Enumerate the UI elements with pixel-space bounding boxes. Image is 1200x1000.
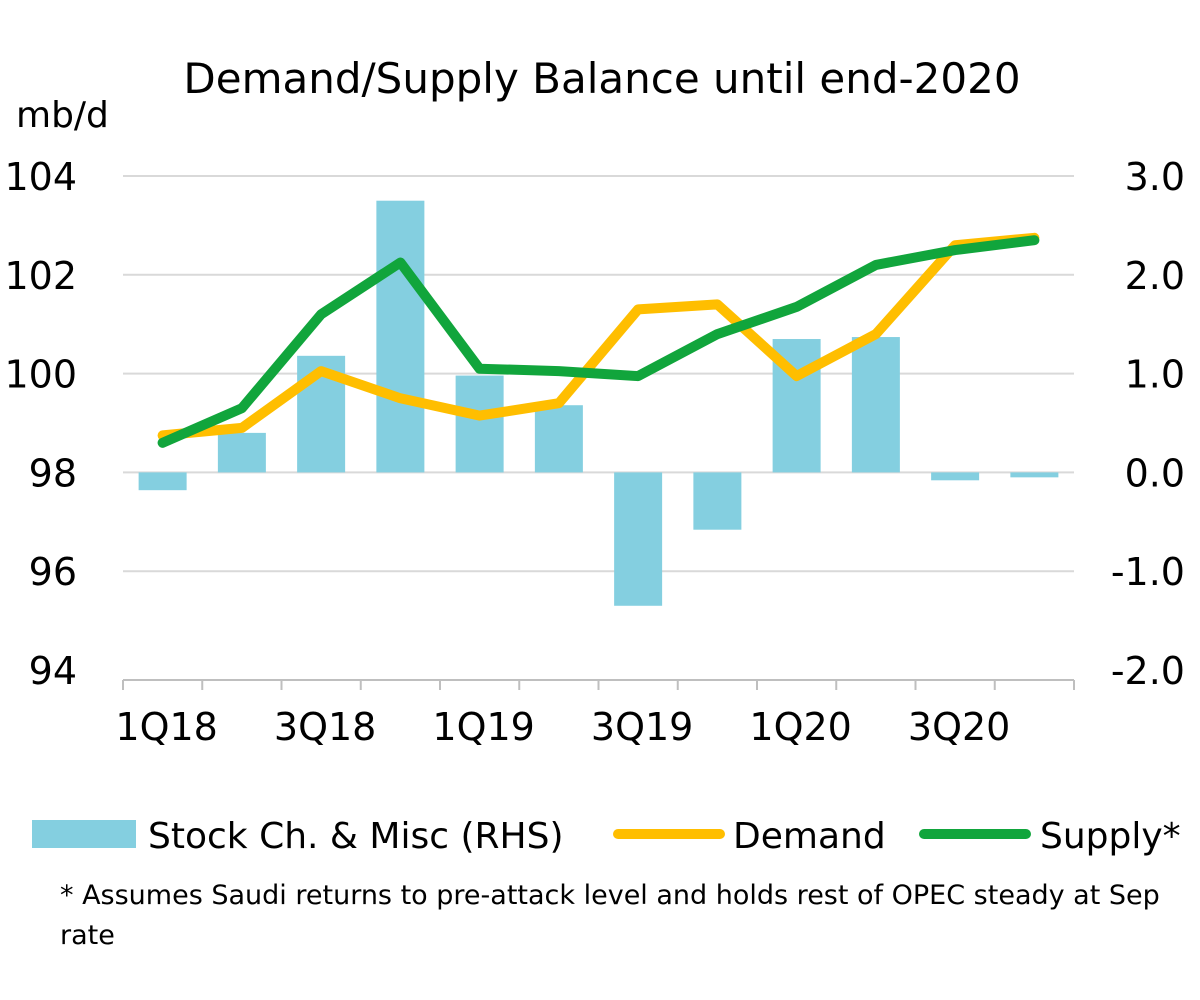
- left-y-tick-label: 100: [4, 353, 77, 397]
- bar-stock-change: [851, 337, 900, 473]
- bar-stock-change: [217, 432, 266, 473]
- bar-stock-change: [534, 405, 583, 473]
- bar-stock-change: [138, 472, 187, 491]
- x-tick-label: 3Q20: [908, 705, 1010, 749]
- bar-stock-change: [376, 200, 425, 473]
- legend: Stock Ch. & Misc (RHS) Demand Supply*: [32, 816, 1181, 857]
- line-demand: [157, 232, 1040, 441]
- bar-stock-change: [693, 472, 742, 530]
- right-y-tick-label: 2.0: [1125, 254, 1185, 298]
- left-y-tick-label: 94: [29, 649, 77, 693]
- x-tick-label: 1Q20: [749, 705, 851, 749]
- gridlines: [123, 175, 1074, 573]
- stock-change-bars: [138, 200, 1059, 606]
- right-y-tick-label: 1.0: [1125, 353, 1185, 397]
- left-y-tick-label: 104: [4, 155, 77, 199]
- left-y-axis-ticks: 94 96 98 100 102 104: [4, 155, 77, 693]
- left-axis-unit-label: mb/d: [16, 95, 109, 136]
- left-y-tick-label: 96: [29, 550, 77, 594]
- bar-stock-change: [614, 472, 663, 606]
- x-tick-label: 1Q19: [432, 705, 534, 749]
- bar-stock-change: [1010, 472, 1059, 478]
- left-y-tick-label: 98: [29, 451, 77, 495]
- legend-label-stock-change: Stock Ch. & Misc (RHS): [148, 816, 564, 857]
- chart-title: Demand/Supply Balance until end-2020: [183, 54, 1020, 103]
- x-tick-label: 3Q18: [274, 705, 376, 749]
- line-series: [157, 232, 1040, 448]
- bar-stock-change: [931, 472, 980, 481]
- legend-label-demand: Demand: [733, 816, 886, 857]
- x-axis: [122, 679, 1075, 690]
- x-axis-tick-labels: 1Q18 3Q18 1Q19 3Q19 1Q20 3Q20: [115, 705, 1010, 749]
- line-supply: [157, 235, 1040, 448]
- right-y-tick-label: 3.0: [1125, 155, 1185, 199]
- footnote: * Assumes Saudi returns to pre-attack le…: [60, 880, 1160, 951]
- legend-label-supply: Supply*: [1040, 816, 1181, 857]
- right-y-axis-ticks: -2.0 -1.0 0.0 1.0 2.0 3.0: [1111, 155, 1185, 693]
- x-tick-label: 1Q18: [115, 705, 217, 749]
- right-y-tick-label: 0.0: [1125, 451, 1185, 495]
- right-y-tick-label: -2.0: [1111, 649, 1185, 693]
- bar-stock-change: [455, 375, 504, 473]
- legend-swatch-stock-change: [32, 820, 136, 848]
- x-tick-label: 3Q19: [591, 705, 693, 749]
- right-y-tick-label: -1.0: [1111, 550, 1185, 594]
- left-y-tick-label: 102: [4, 254, 77, 298]
